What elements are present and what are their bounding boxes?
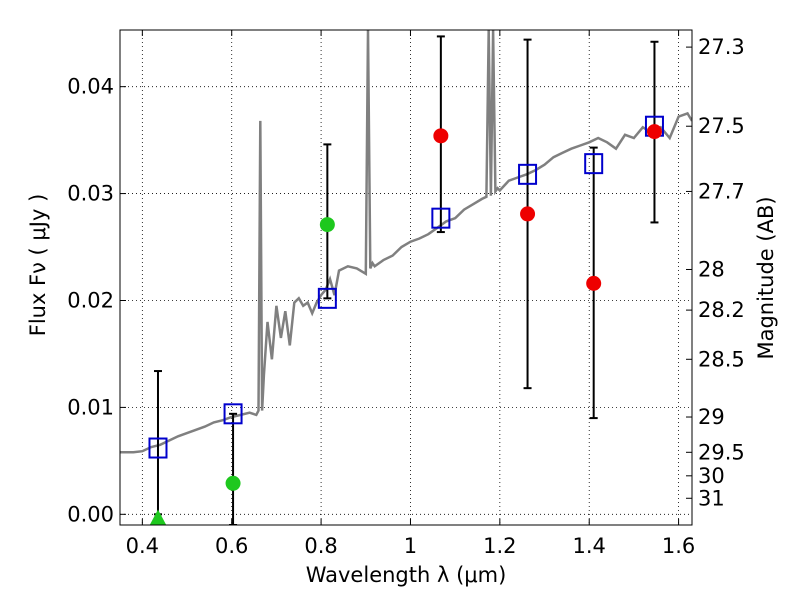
magnitude-tick-label: 28.2 (698, 298, 745, 322)
magnitude-tick-label: 30 (698, 464, 725, 488)
observed-flux-point (319, 217, 335, 233)
y-tick-label: 0.01 (67, 395, 114, 419)
y-tick-label: 0.00 (67, 502, 114, 526)
x-tick-label: 1.4 (573, 534, 606, 558)
y-tick-label: 0.04 (67, 75, 114, 99)
observed-flux-point (433, 128, 449, 144)
observed-flux-point (586, 275, 602, 291)
x-tick-label: 0.6 (215, 534, 248, 558)
observed-flux-point (225, 475, 241, 491)
magnitude-tick-label: 27.3 (698, 35, 745, 59)
magnitude-tick-label: 27.7 (698, 179, 745, 203)
magnitude-tick-label: 28 (698, 257, 725, 281)
y-tick-label: 0.03 (67, 182, 114, 206)
model-photometry-square (148, 437, 168, 459)
magnitude-tick-label: 29 (698, 405, 725, 429)
model-photometry-square (317, 287, 337, 309)
magnitude-tick-label: 28.5 (698, 347, 745, 371)
observed-flux-point (520, 206, 536, 222)
x-tick-label: 1.2 (483, 534, 516, 558)
axis-ticks: 0.4 0.6 0.8 1 1.2 1.4 1.6 0.00 0.01 0.02 0.03 0.04 2… (67, 30, 745, 558)
x-axis-label: Wavelength λ (μm) (306, 563, 507, 587)
model-photometry-square (223, 403, 243, 425)
model-photometry-square (518, 163, 538, 185)
model-photometry-square (431, 207, 451, 229)
x-tick-label: 1.6 (662, 534, 695, 558)
magnitude-tick-label: 29.5 (698, 440, 745, 464)
y-tick-label: 0.02 (67, 288, 114, 312)
x-tick-label: 0.4 (126, 534, 159, 558)
magnitude-tick-label: 27.5 (698, 114, 745, 138)
x-tick-label: 1 (404, 534, 417, 558)
plot-area (120, 30, 692, 525)
y-axis-label: Flux Fν ( μJy ) (26, 194, 50, 337)
plot-frame (119, 29, 693, 526)
observed-flux-point (646, 124, 662, 140)
series-group (120, 30, 692, 525)
right-axis-label: Magnitude (AB) (754, 196, 778, 359)
grid-lines (120, 30, 692, 525)
x-tick-label: 0.8 (304, 534, 337, 558)
magnitude-tick-label: 31 (698, 486, 725, 510)
observed-flux-triangle (149, 509, 166, 525)
model-spectrum-line (120, 30, 692, 454)
model-photometry-square (584, 153, 604, 175)
